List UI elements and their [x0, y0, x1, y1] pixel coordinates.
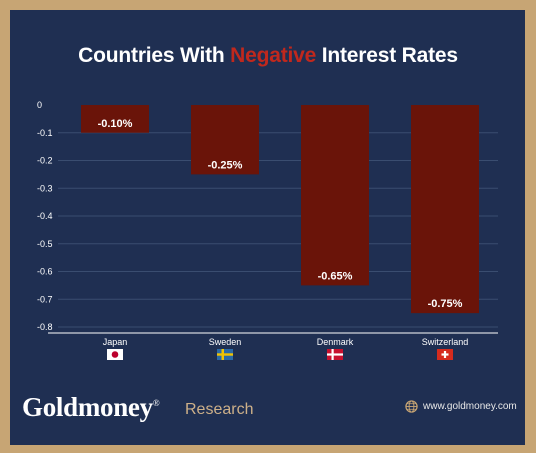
- y-tick-label: -0.4: [37, 211, 53, 221]
- brand-subtitle: Research: [185, 401, 254, 418]
- website-url: www.goldmoney.com: [423, 401, 517, 412]
- y-tick-label: -0.1: [37, 128, 53, 138]
- bar: [411, 105, 479, 314]
- y-tick-label: -0.6: [37, 267, 53, 277]
- y-tick-label: -0.3: [37, 183, 53, 193]
- y-tick-label: -0.5: [37, 239, 53, 249]
- website: www.goldmoney.com: [405, 400, 517, 413]
- chart-title: Countries With Negative Interest Rates: [0, 44, 536, 68]
- bar: [191, 105, 259, 175]
- data-label: -0.65%: [318, 270, 353, 282]
- y-tick-label: -0.2: [37, 156, 53, 166]
- x-tick-label: Sweden: [209, 337, 242, 347]
- data-label: -0.75%: [428, 298, 463, 310]
- switzerland-flag-icon: [437, 349, 453, 360]
- bar: [81, 105, 149, 133]
- brand-trademark: ®: [152, 398, 160, 408]
- bar: [301, 105, 369, 286]
- japan-flag-icon: [107, 349, 123, 360]
- y-tick-label: -0.7: [37, 294, 53, 304]
- data-label: -0.10%: [98, 118, 133, 130]
- data-label: -0.25%: [208, 159, 243, 171]
- x-tick-label: Switzerland: [422, 337, 469, 347]
- denmark-flag-icon: [327, 349, 343, 360]
- y-tick-label: -0.8: [37, 322, 53, 332]
- x-tick-label: Denmark: [317, 337, 354, 347]
- globe-icon: [405, 400, 418, 413]
- sweden-flag-icon: [217, 349, 233, 360]
- title-suffix: Interest Rates: [316, 44, 458, 67]
- x-tick-label: Japan: [103, 337, 128, 347]
- title-prefix: Countries With: [78, 44, 231, 67]
- title-highlight: Negative: [230, 44, 317, 67]
- y-tick-label: 0: [37, 100, 42, 110]
- brand-logo: Goldmoney®: [22, 392, 160, 423]
- brand-name: Goldmoney: [22, 392, 153, 422]
